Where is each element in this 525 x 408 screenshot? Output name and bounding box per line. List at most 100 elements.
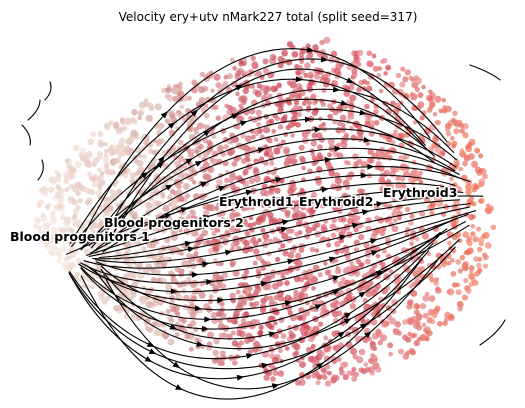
cell-point bbox=[468, 265, 475, 271]
cell-point bbox=[317, 321, 324, 327]
cell-point bbox=[357, 188, 363, 194]
cell-point bbox=[353, 227, 359, 233]
cell-point bbox=[159, 138, 165, 144]
cell-point bbox=[298, 144, 305, 151]
cell-point bbox=[207, 331, 214, 339]
cell-point bbox=[268, 324, 275, 331]
cell-point bbox=[98, 294, 105, 301]
cell-point bbox=[50, 210, 56, 216]
streamline-arrow bbox=[245, 353, 254, 360]
cell-point bbox=[408, 75, 414, 81]
cell-point bbox=[398, 132, 406, 140]
cell-point bbox=[222, 80, 229, 87]
cell-point bbox=[220, 283, 227, 290]
cell-point bbox=[453, 158, 460, 166]
cell-point bbox=[286, 80, 293, 86]
cell-point bbox=[137, 272, 145, 280]
cell-point bbox=[174, 332, 180, 338]
cell-point bbox=[320, 101, 326, 107]
cell-point bbox=[60, 227, 67, 234]
cell-point bbox=[375, 253, 381, 259]
cell-point bbox=[336, 310, 343, 317]
streamline-arrow bbox=[169, 323, 178, 330]
cell-point bbox=[306, 100, 312, 106]
cell-point bbox=[97, 167, 102, 173]
cell-point bbox=[419, 274, 426, 280]
streamline-arrow bbox=[320, 56, 329, 63]
streamline-arrow bbox=[363, 136, 371, 143]
cell-point bbox=[319, 203, 326, 209]
streamline-arrow bbox=[245, 189, 254, 196]
cell-point bbox=[283, 148, 290, 155]
cell-point bbox=[311, 132, 318, 139]
cell-point bbox=[304, 62, 311, 69]
cell-point bbox=[314, 248, 320, 253]
cell-point bbox=[286, 154, 294, 161]
cell-point bbox=[370, 289, 378, 297]
cell-point bbox=[306, 228, 312, 234]
cell-point bbox=[115, 127, 123, 135]
cell-point bbox=[477, 257, 483, 262]
cell-point bbox=[426, 94, 433, 102]
streamline-arrow bbox=[340, 99, 348, 106]
cell-point bbox=[410, 290, 418, 297]
cell-point bbox=[250, 99, 258, 107]
cell-point bbox=[399, 81, 406, 88]
cell-point bbox=[199, 233, 205, 239]
cell-point bbox=[358, 367, 365, 373]
cell-point bbox=[356, 356, 364, 364]
cell-point bbox=[323, 355, 331, 362]
cell-point bbox=[283, 160, 291, 168]
cell-point bbox=[65, 186, 70, 192]
cell-point bbox=[342, 179, 350, 187]
streamline bbox=[95, 210, 477, 276]
cell-point bbox=[231, 340, 239, 347]
cell-point bbox=[221, 355, 227, 361]
cell-point bbox=[416, 336, 422, 342]
cell-point bbox=[97, 182, 103, 188]
cell-point bbox=[336, 105, 344, 113]
cell-point bbox=[165, 289, 172, 296]
cell-point bbox=[232, 269, 240, 277]
cell-point bbox=[181, 318, 187, 324]
streamline-arrow bbox=[231, 113, 239, 120]
cell-point bbox=[266, 201, 273, 208]
cell-point bbox=[431, 312, 438, 319]
cell-point bbox=[386, 136, 393, 143]
cell-point bbox=[257, 237, 262, 243]
streamline-arrow bbox=[343, 312, 352, 319]
cell-point bbox=[263, 90, 269, 96]
cell-point bbox=[403, 153, 410, 160]
cell-point bbox=[284, 270, 290, 276]
cell-point bbox=[409, 91, 415, 97]
cell-point bbox=[230, 241, 237, 248]
cell-point bbox=[295, 70, 302, 76]
cell-point bbox=[285, 228, 292, 234]
cell-point bbox=[320, 306, 327, 314]
cell-point bbox=[212, 349, 219, 356]
cell-point bbox=[392, 208, 397, 213]
cell-point bbox=[105, 295, 111, 301]
cell-point bbox=[79, 273, 87, 281]
cell-point bbox=[255, 109, 262, 116]
cell-point bbox=[109, 144, 114, 149]
cell-point bbox=[285, 124, 291, 131]
streamline-arrow bbox=[314, 304, 323, 310]
cell-point bbox=[442, 320, 448, 326]
cell-point bbox=[211, 134, 217, 139]
cell-point bbox=[281, 49, 288, 57]
streamline-arrow bbox=[261, 362, 270, 369]
cell-point bbox=[87, 171, 93, 177]
cell-point bbox=[288, 330, 294, 336]
cell-point bbox=[250, 205, 255, 211]
cell-point bbox=[157, 127, 162, 133]
cell-point bbox=[253, 175, 261, 183]
cell-point bbox=[72, 208, 80, 215]
cell-point bbox=[178, 112, 185, 120]
cell-point bbox=[145, 208, 152, 215]
cell-point bbox=[244, 135, 252, 143]
cell-point bbox=[232, 65, 238, 71]
streamline-arrow bbox=[332, 86, 341, 93]
streamline-arrow bbox=[164, 213, 172, 219]
cell-point bbox=[291, 51, 299, 58]
